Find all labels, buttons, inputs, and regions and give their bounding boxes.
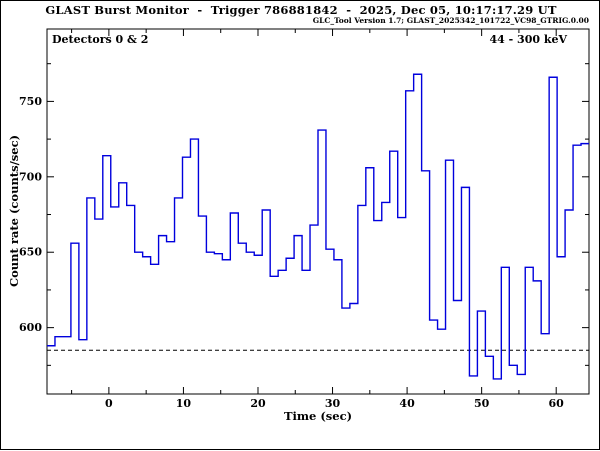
x-tick-label: 20 — [250, 397, 266, 410]
count-rate-step-series — [47, 73, 589, 380]
version-string: GLC_Tool Version 1.7; GLAST_2025342_1017… — [312, 16, 589, 25]
energy-range-annotation: 44 - 300 keV — [489, 33, 567, 46]
x-tick-label: 10 — [176, 397, 192, 410]
y-tick-label: 600 — [19, 321, 42, 334]
x-tick-label: 0 — [105, 397, 113, 410]
x-tick-label: 30 — [325, 397, 341, 410]
y-tick-label: 700 — [19, 170, 42, 183]
y-tick-label: 650 — [19, 246, 42, 259]
plot-border — [46, 28, 590, 395]
y-tick-label: 750 — [19, 95, 42, 108]
x-axis-label: Time (sec) — [283, 409, 353, 423]
x-tick-label: 50 — [474, 397, 490, 410]
page-title: GLAST Burst Monitor - Trigger 786881842 … — [45, 3, 557, 17]
axis-ticks — [47, 29, 589, 394]
count-rate-step-path — [47, 73, 589, 380]
plot-frame — [46, 28, 590, 395]
x-tick-label: 40 — [399, 397, 415, 410]
detectors-annotation: Detectors 0 & 2 — [52, 33, 149, 46]
axis-tick-labels: 0 10 20 30 40 50 60 600 650 700 750 — [19, 95, 564, 410]
x-tick-label: 60 — [549, 397, 565, 410]
y-axis-label: Count rate (counts/sec) — [7, 134, 21, 288]
